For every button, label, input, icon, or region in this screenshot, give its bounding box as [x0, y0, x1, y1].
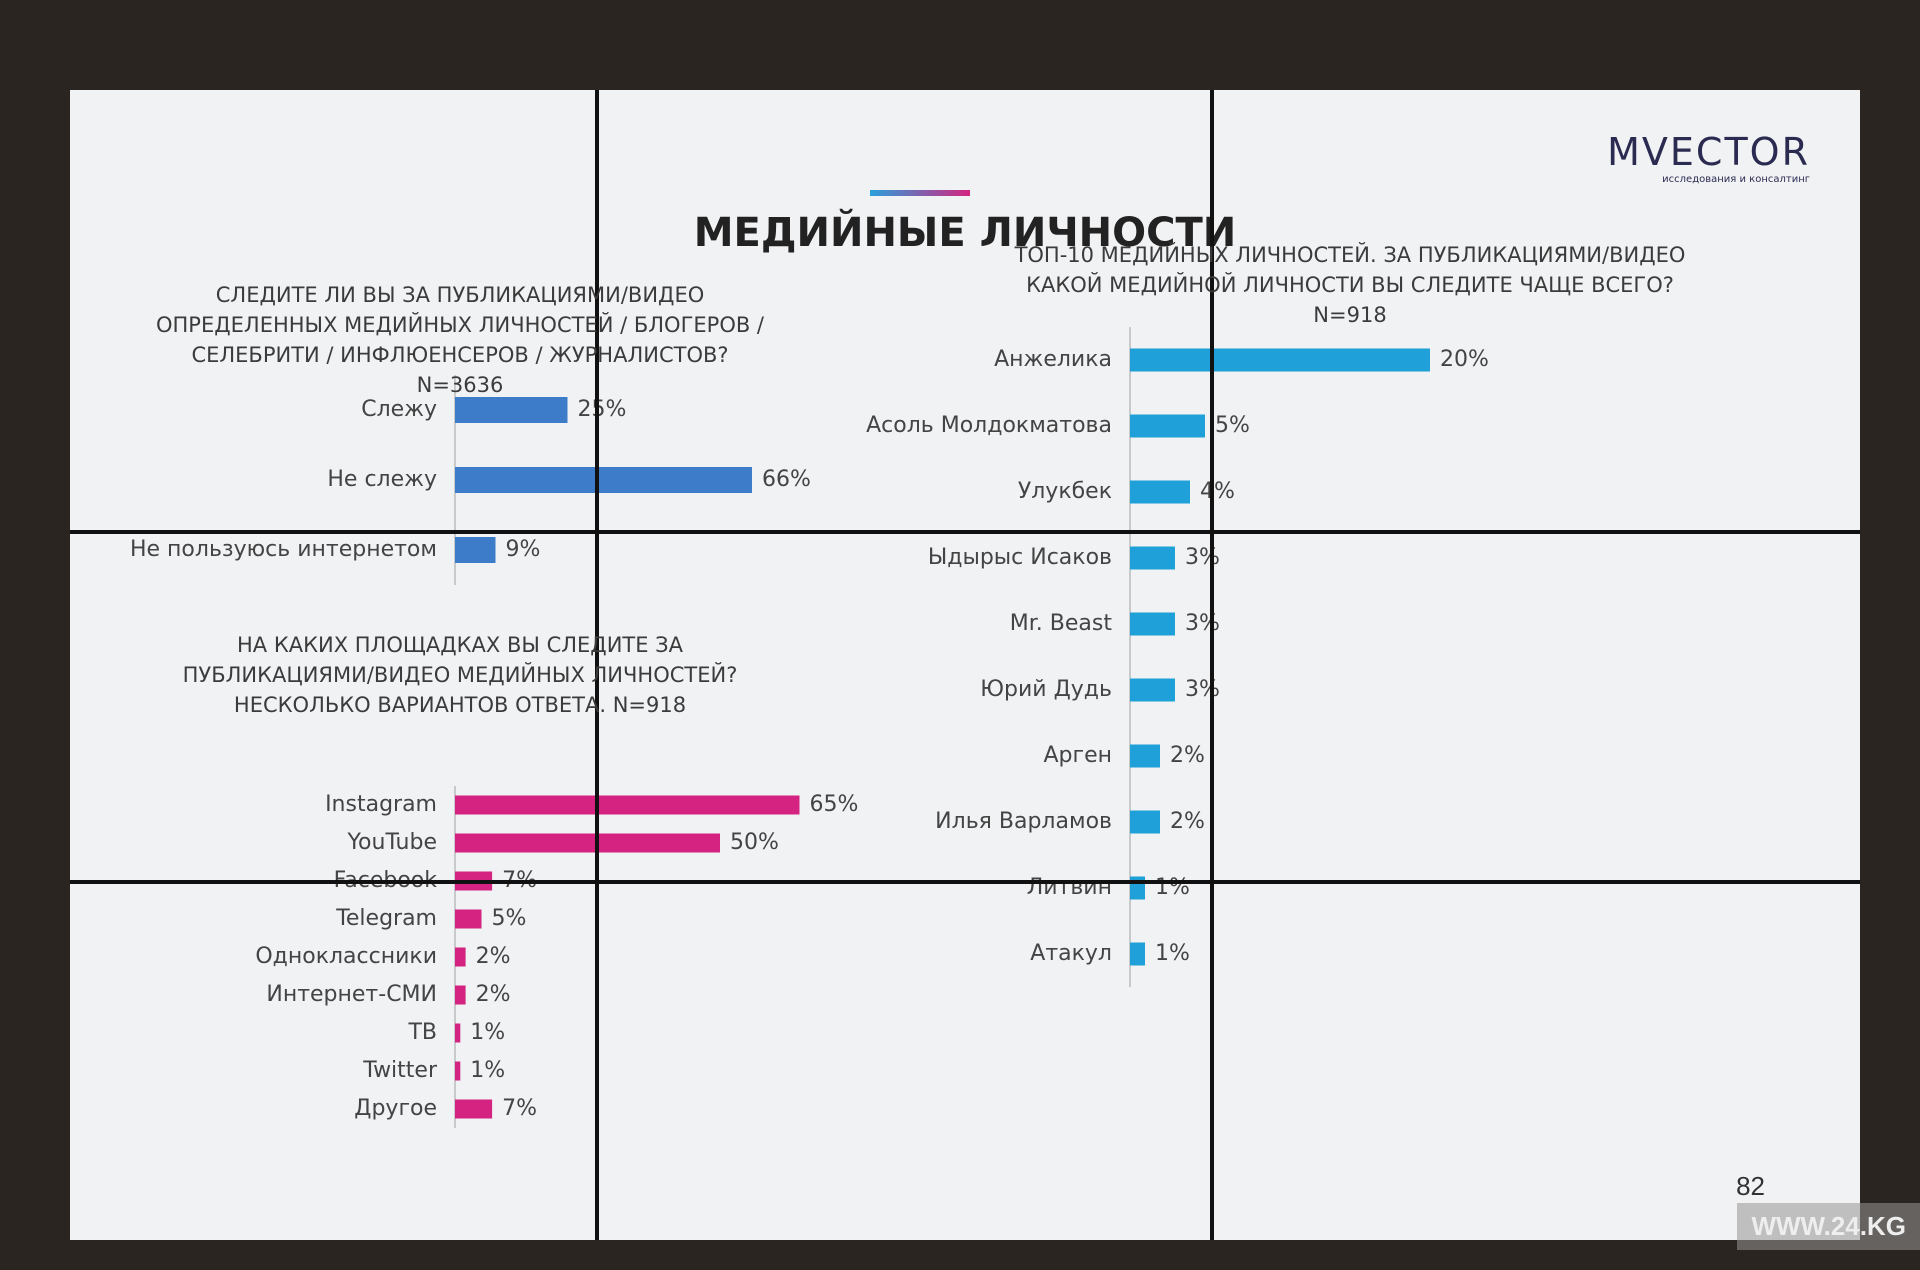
value-label: 66% — [762, 467, 811, 492]
chart-question: НА КАКИХ ПЛОЩАДКАХ ВЫ СЛЕДИТЕ ЗА ПУБЛИКА… — [182, 633, 738, 717]
value-label: 25% — [578, 397, 627, 422]
bar — [1130, 810, 1160, 834]
bar — [1130, 480, 1190, 504]
category-label: Instagram — [325, 792, 437, 817]
value-label: 2% — [1170, 743, 1205, 768]
bar — [1130, 348, 1430, 372]
bar — [1130, 744, 1160, 768]
title-decoration — [870, 190, 970, 196]
category-label: Другое — [354, 1096, 437, 1121]
value-label: 50% — [730, 830, 779, 855]
category-label: Асоль Молдокматова — [866, 413, 1112, 438]
bar — [455, 467, 752, 493]
category-label: Telegram — [335, 906, 437, 931]
value-label: 1% — [1155, 875, 1190, 900]
value-label: 3% — [1185, 677, 1220, 702]
bar — [1130, 612, 1175, 636]
category-label: Twitter — [362, 1058, 438, 1083]
bar — [455, 947, 466, 967]
bar — [455, 985, 466, 1005]
bar — [455, 1061, 461, 1081]
logo-tagline: исследования и консалтинг — [1662, 174, 1810, 185]
category-label: Mr. Beast — [1010, 611, 1113, 636]
bar — [455, 1023, 461, 1043]
value-label: 1% — [1155, 941, 1190, 966]
bar — [1130, 546, 1175, 570]
screen-seam — [70, 530, 1860, 534]
category-label: Арген — [1044, 743, 1113, 768]
chart-question: ТОП-10 МЕДИЙНЫХ ЛИЧНОСТЕЙ. ЗА ПУБЛИКАЦИЯ… — [1014, 243, 1686, 327]
bar — [455, 537, 496, 563]
bar — [1130, 942, 1145, 966]
value-label: 2% — [1170, 809, 1205, 834]
value-label: 3% — [1185, 545, 1220, 570]
bar — [1130, 678, 1175, 702]
category-label: Не пользуюсь интернетом — [130, 537, 437, 562]
bar — [455, 1099, 493, 1119]
category-label: Одноклассники — [255, 944, 437, 969]
category-label: Литвин — [1027, 875, 1112, 900]
chart-question: СЛЕДИТЕ ЛИ ВЫ ЗА ПУБЛИКАЦИЯМИ/ВИДЕО ОПРЕ… — [155, 283, 764, 397]
category-label: Юрий Дудь — [980, 677, 1112, 702]
value-label: 5% — [492, 906, 527, 931]
watermark: WWW.24.KG — [1737, 1203, 1920, 1250]
value-label: 7% — [502, 1096, 537, 1121]
bar — [455, 397, 568, 423]
category-label: Не слежу — [327, 467, 437, 492]
category-label: Улукбек — [1018, 479, 1112, 504]
screen-seam — [595, 90, 599, 1240]
bar — [1130, 414, 1205, 438]
category-label: Интернет-СМИ — [266, 982, 437, 1007]
value-label: 2% — [476, 982, 511, 1007]
logo-name: MVECTOR — [1607, 130, 1810, 174]
value-label: 3% — [1185, 611, 1220, 636]
category-label: ТВ — [407, 1020, 437, 1045]
page-number: 82 — [1736, 1171, 1765, 1201]
category-label: Илья Варламов — [935, 809, 1112, 834]
category-label: YouTube — [347, 830, 437, 855]
category-label: Ыдырыс Исаков — [928, 545, 1112, 570]
value-label: 65% — [810, 792, 859, 817]
value-label: 1% — [470, 1058, 505, 1083]
bar — [455, 795, 800, 815]
value-label: 1% — [470, 1020, 505, 1045]
logo: MVECTOR исследования и консалтинг — [1607, 130, 1810, 185]
slide-title: МЕДИЙНЫЕ ЛИЧНОСТИ — [693, 210, 1237, 256]
bar — [455, 833, 720, 853]
value-label: 4% — [1200, 479, 1235, 504]
screen-seam — [70, 880, 1860, 884]
charts: Слежу 25% Не слежу 66% Не пользуюсь интернет… — [130, 327, 1489, 1128]
category-label: Атакул — [1030, 941, 1112, 966]
value-label: 20% — [1440, 347, 1489, 372]
screen-seam — [1210, 90, 1214, 1240]
category-label: Анжелика — [994, 347, 1112, 372]
value-label: 5% — [1215, 413, 1250, 438]
value-label: 9% — [506, 537, 541, 562]
slide: МЕДИЙНЫЕ ЛИЧНОСТИ MVECTOR исследования и… — [70, 90, 1860, 1240]
value-label: 2% — [476, 944, 511, 969]
bar — [455, 909, 482, 929]
category-label: Слежу — [361, 397, 437, 422]
